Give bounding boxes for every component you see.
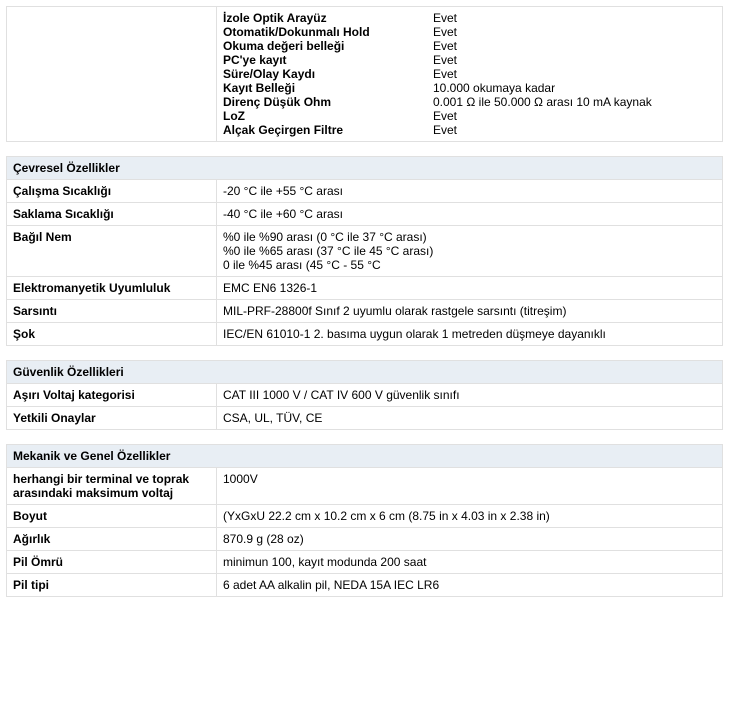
top-spec-label: Direnç Düşük Ohm [223, 95, 433, 109]
top-spec-value: Evet [433, 109, 716, 123]
spec-row: SarsıntıMIL-PRF-28800f Sınıf 2 uyumlu ol… [7, 300, 723, 323]
spec-row: ŞokIEC/EN 61010-1 2. basıma uygun olarak… [7, 323, 723, 346]
top-specs-cell: İzole Optik ArayüzEvetOtomatik/Dokunmalı… [217, 7, 723, 142]
top-spec-label: İzole Optik Arayüz [223, 11, 433, 25]
spec-value: %0 ile %90 arası (0 °C ile 37 °C arası)%… [217, 226, 723, 277]
spec-row: Boyut(YxGxU 22.2 cm x 10.2 cm x 6 cm (8.… [7, 505, 723, 528]
top-spec-row: İzole Optik ArayüzEvet [223, 11, 716, 25]
spec-row: herhangi bir terminal ve toprak arasında… [7, 468, 723, 505]
section-header: Güvenlik Özellikleri [7, 361, 723, 384]
spec-label: Yetkili Onaylar [7, 407, 217, 430]
top-spec-label: Kayıt Belleği [223, 81, 433, 95]
spec-section-table: Güvenlik ÖzellikleriAşırı Voltaj kategor… [6, 360, 723, 430]
spec-row: Yetkili OnaylarCSA, UL, TÜV, CE [7, 407, 723, 430]
spec-value: 870.9 g (28 oz) [217, 528, 723, 551]
top-spec-label: Otomatik/Dokunmalı Hold [223, 25, 433, 39]
spec-section-table: Mekanik ve Genel Özelliklerherhangi bir … [6, 444, 723, 597]
spec-row: Aşırı Voltaj kategorisiCAT III 1000 V / … [7, 384, 723, 407]
spec-label: Boyut [7, 505, 217, 528]
top-spec-label: LoZ [223, 109, 433, 123]
top-spec-row: Kayıt Belleği10.000 okumaya kadar [223, 81, 716, 95]
spec-label: Pil Ömrü [7, 551, 217, 574]
top-spec-value: 0.001 Ω ile 50.000 Ω arası 10 mA kaynak [433, 95, 716, 109]
spec-value: 6 adet AA alkalin pil, NEDA 15A IEC LR6 [217, 574, 723, 597]
top-spec-row: Direnç Düşük Ohm0.001 Ω ile 50.000 Ω ara… [223, 95, 716, 109]
top-spec-value: 10.000 okumaya kadar [433, 81, 716, 95]
spec-label: Sarsıntı [7, 300, 217, 323]
spec-value: (YxGxU 22.2 cm x 10.2 cm x 6 cm (8.75 in… [217, 505, 723, 528]
spec-label: herhangi bir terminal ve toprak arasında… [7, 468, 217, 505]
top-spec-row: Okuma değeri belleğiEvet [223, 39, 716, 53]
top-spec-value: Evet [433, 123, 716, 137]
spec-value: MIL-PRF-28800f Sınıf 2 uyumlu olarak ras… [217, 300, 723, 323]
spec-label: Ağırlık [7, 528, 217, 551]
spec-label: Pil tipi [7, 574, 217, 597]
spec-value: CSA, UL, TÜV, CE [217, 407, 723, 430]
spec-row: Pil tipi6 adet AA alkalin pil, NEDA 15A … [7, 574, 723, 597]
spec-row: Pil Ömrüminimun 100, kayıt modunda 200 s… [7, 551, 723, 574]
section-header: Çevresel Özellikler [7, 157, 723, 180]
section-header: Mekanik ve Genel Özellikler [7, 445, 723, 468]
spec-value: -40 °C ile +60 °C arası [217, 203, 723, 226]
spec-label: Saklama Sıcaklığı [7, 203, 217, 226]
spec-value: minimun 100, kayıt modunda 200 saat [217, 551, 723, 574]
top-spec-value: Evet [433, 39, 716, 53]
top-spec-value: Evet [433, 67, 716, 81]
spec-row: Saklama Sıcaklığı-40 °C ile +60 °C arası [7, 203, 723, 226]
top-spec-row: PC'ye kayıtEvet [223, 53, 716, 67]
spec-row: Bağıl Nem%0 ile %90 arası (0 °C ile 37 °… [7, 226, 723, 277]
top-spec-row: LoZEvet [223, 109, 716, 123]
spec-row: Ağırlık870.9 g (28 oz) [7, 528, 723, 551]
spec-value: EMC EN6 1326-1 [217, 277, 723, 300]
spec-label: Bağıl Nem [7, 226, 217, 277]
spec-row: Elektromanyetik UyumlulukEMC EN6 1326-1 [7, 277, 723, 300]
spec-label: Çalışma Sıcaklığı [7, 180, 217, 203]
spec-value: -20 °C ile +55 °C arası [217, 180, 723, 203]
top-spec-label: PC'ye kayıt [223, 53, 433, 67]
top-spec-row: Alçak Geçirgen FiltreEvet [223, 123, 716, 137]
spec-value: 1000V [217, 468, 723, 505]
top-empty-cell [7, 7, 217, 142]
top-spec-label: Okuma değeri belleği [223, 39, 433, 53]
spec-label: Şok [7, 323, 217, 346]
spec-label: Aşırı Voltaj kategorisi [7, 384, 217, 407]
top-spec-row: Süre/Olay KaydıEvet [223, 67, 716, 81]
top-spec-label: Süre/Olay Kaydı [223, 67, 433, 81]
top-spec-label: Alçak Geçirgen Filtre [223, 123, 433, 137]
top-spec-value: Evet [433, 53, 716, 67]
top-spec-row: Otomatik/Dokunmalı HoldEvet [223, 25, 716, 39]
spec-row: Çalışma Sıcaklığı-20 °C ile +55 °C arası [7, 180, 723, 203]
spec-label: Elektromanyetik Uyumluluk [7, 277, 217, 300]
top-spec-value: Evet [433, 25, 716, 39]
spec-section-table: Çevresel ÖzelliklerÇalışma Sıcaklığı-20 … [6, 156, 723, 346]
top-spec-value: Evet [433, 11, 716, 25]
top-specs-table: İzole Optik ArayüzEvetOtomatik/Dokunmalı… [6, 6, 723, 142]
spec-value: IEC/EN 61010-1 2. basıma uygun olarak 1 … [217, 323, 723, 346]
spec-value: CAT III 1000 V / CAT IV 600 V güvenlik s… [217, 384, 723, 407]
